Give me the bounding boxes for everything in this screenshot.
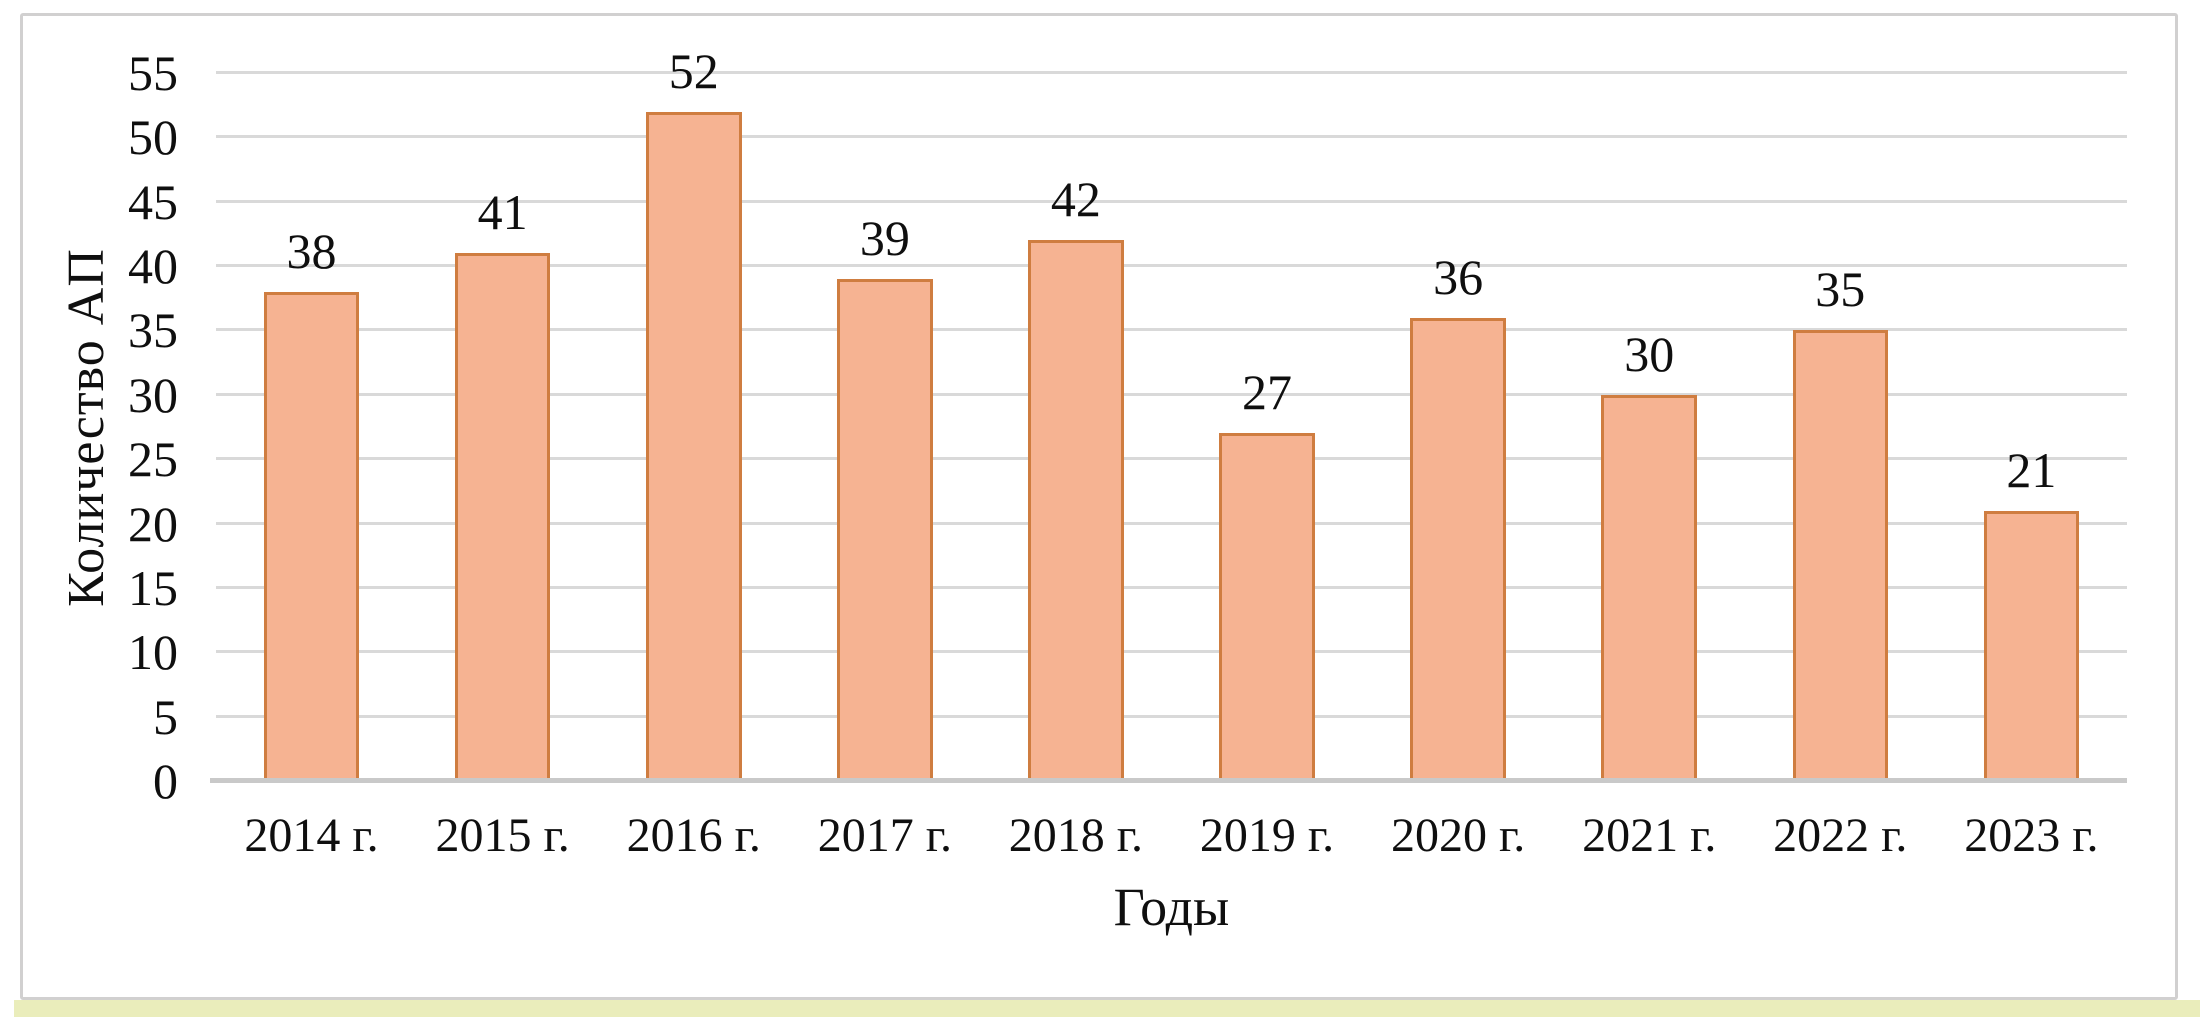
bar-value-label-2023 г.: 21	[2006, 441, 2057, 498]
x-tick-label-2023 г.: 2023 г.	[1964, 809, 2099, 862]
bar-value-label-2019 г.: 27	[1242, 364, 1293, 421]
bar-cell-2014 г.: 38	[216, 73, 407, 781]
y-tick-label-45: 45	[128, 173, 178, 230]
x-tick-label-2016 г.: 2016 г.	[626, 809, 761, 862]
bar-2021 г.	[1601, 394, 1697, 781]
bar-cell-2020 г.: 36	[1363, 73, 1554, 781]
x-tick-label-2018 г.: 2018 г.	[1008, 809, 1144, 862]
bar-value-label-2018 г.: 42	[1050, 171, 1101, 228]
bar-2019 г.	[1219, 433, 1315, 781]
bar-cell-2016 г.: 52	[598, 46, 789, 781]
x-tick-label-2020 г.: 2020 г.	[1390, 809, 1526, 862]
x-tick-label-2017 г.: 2017 г.	[817, 809, 952, 862]
bar-value-label-2014 г.: 38	[286, 222, 337, 279]
x-axis-title: Годы	[1113, 876, 1230, 937]
x-axis-labels: 2014 г. 2015 г. 2016 г. 2017 г. 2018 г. 2019 …	[216, 807, 2127, 865]
gridline-45	[216, 199, 2127, 203]
y-tick-label-10: 10	[128, 624, 178, 681]
bar-2018 г.	[1028, 240, 1124, 781]
y-tick-label-30: 30	[128, 366, 178, 423]
gridline-40	[216, 264, 2127, 268]
bar-series: 38 41 52 39 42 27 36 30 35 21	[216, 46, 2127, 781]
bar-value-label-2017 г.: 39	[859, 209, 910, 266]
y-tick-label-20: 20	[128, 495, 178, 552]
y-axis-title: Количество АП	[57, 247, 115, 607]
y-tick-label-15: 15	[128, 559, 178, 616]
gridline-35	[216, 328, 2127, 332]
bar-value-label-2021 г.: 30	[1624, 325, 1675, 382]
gridline-15	[216, 585, 2127, 589]
bar-2020 г.	[1410, 317, 1506, 781]
plot-area: 0 5 10 15 20 25 30 35 40 45 50 55 38 41 52 39 42 27 36 30 3…	[128, 46, 2127, 806]
x-tick-label-2015 г.: 2015 г.	[435, 809, 570, 862]
y-tick-label-5: 5	[153, 688, 178, 745]
gridline-20	[216, 521, 2127, 525]
gridline-25	[216, 457, 2127, 461]
bottom-strip	[14, 1000, 2200, 1017]
y-tick-label-35: 35	[128, 302, 178, 359]
bar-value-label-2016 г.: 52	[668, 42, 719, 99]
chart-frame: Количество АП 0 5 10 15 20 25 30 35 40 45 50 55 38 4…	[20, 13, 2178, 1000]
bar-value-label-2015 г.: 41	[477, 184, 528, 241]
bar-2015 г.	[454, 253, 551, 781]
bar-value-label-2022 г.: 35	[1815, 261, 1866, 318]
gridline-5	[216, 714, 2127, 718]
y-tick-label-50: 50	[128, 109, 178, 166]
gridline-55	[216, 71, 2127, 74]
x-tick-label-2019 г.: 2019 г.	[1199, 809, 1335, 862]
x-tick-label-2014 г.: 2014 г.	[244, 809, 379, 862]
bar-cell-2017 г.: 39	[789, 73, 980, 781]
bar-2017 г.	[837, 278, 933, 781]
bar-2014 г.	[263, 291, 360, 781]
y-tick-label-0: 0	[153, 753, 178, 809]
bar-2016 г.	[645, 111, 742, 781]
bar-cell-2022 г.: 35	[1745, 73, 1936, 781]
bar-cell-2019 г.: 27	[1171, 73, 1362, 781]
bar-cell-2015 г.: 41	[407, 73, 598, 781]
bar-2023 г.	[1983, 510, 2080, 781]
bar-value-label-2020 г.: 36	[1433, 248, 1484, 305]
y-axis-ticks: 0 5 10 15 20 25 30 35 40 45 50 55	[128, 48, 2127, 806]
plot-column: 0 5 10 15 20 25 30 35 40 45 50 55 38 41 52 39 42 27 36 30 3…	[128, 46, 2127, 939]
bar-cell-2021 г.: 30	[1554, 73, 1745, 781]
y-tick-label-40: 40	[128, 238, 178, 295]
gridline-50	[216, 135, 2127, 139]
bar-cell-2018 г.: 42	[980, 73, 1171, 781]
bar-cell-2023 г.: 21	[1936, 73, 2127, 781]
y-tick-label-25: 25	[128, 431, 178, 488]
x-axis-line	[210, 778, 2127, 783]
x-tick-label-2021 г.: 2021 г.	[1582, 809, 1717, 862]
gridline-30	[216, 392, 2127, 396]
x-tick-label-2022 г.: 2022 г.	[1773, 809, 1908, 862]
gridline-10	[216, 650, 2127, 654]
bar-2022 г.	[1792, 330, 1889, 781]
y-tick-label-55: 55	[128, 45, 178, 101]
